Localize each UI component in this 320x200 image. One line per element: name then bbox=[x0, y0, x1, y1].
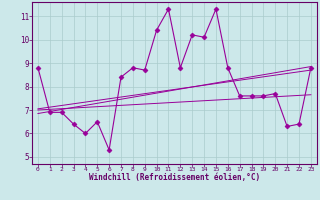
X-axis label: Windchill (Refroidissement éolien,°C): Windchill (Refroidissement éolien,°C) bbox=[89, 173, 260, 182]
